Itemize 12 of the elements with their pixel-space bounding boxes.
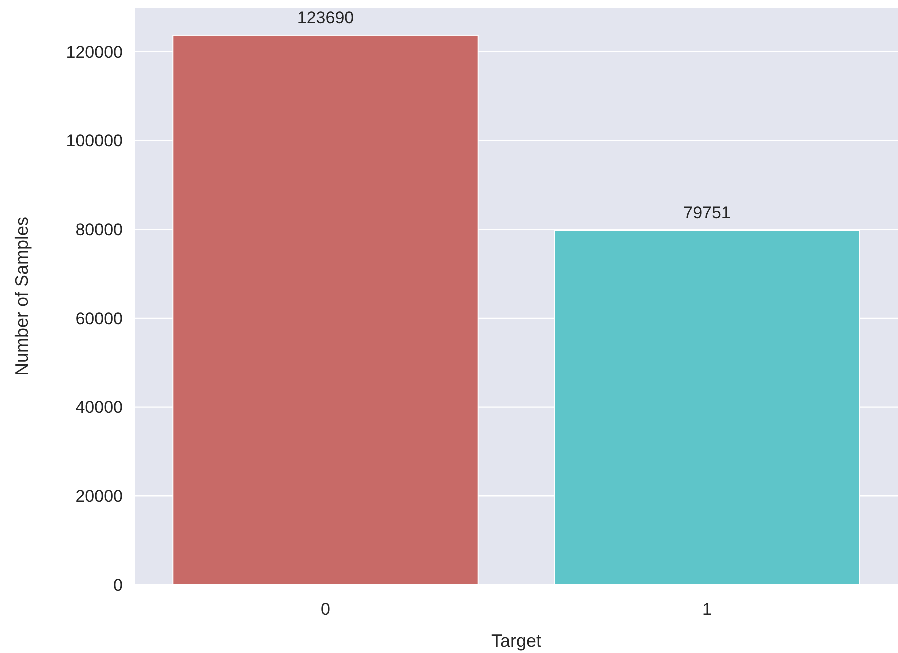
data-label: 123690 xyxy=(297,8,354,28)
y-tick-label: 100000 xyxy=(66,132,123,151)
y-tick-label: 60000 xyxy=(76,309,123,328)
data-label: 79751 xyxy=(684,204,731,223)
y-tick-label: 0 xyxy=(114,576,123,595)
x-axis-title: Target xyxy=(491,631,542,651)
x-tick-label: 1 xyxy=(702,600,712,619)
y-tick-label: 80000 xyxy=(76,220,123,240)
y-tick-label: 40000 xyxy=(76,398,123,418)
y-tick-label: 20000 xyxy=(76,487,123,506)
y-axis-title: Number of Samples xyxy=(12,216,32,376)
y-tick-label: 120000 xyxy=(66,42,123,62)
